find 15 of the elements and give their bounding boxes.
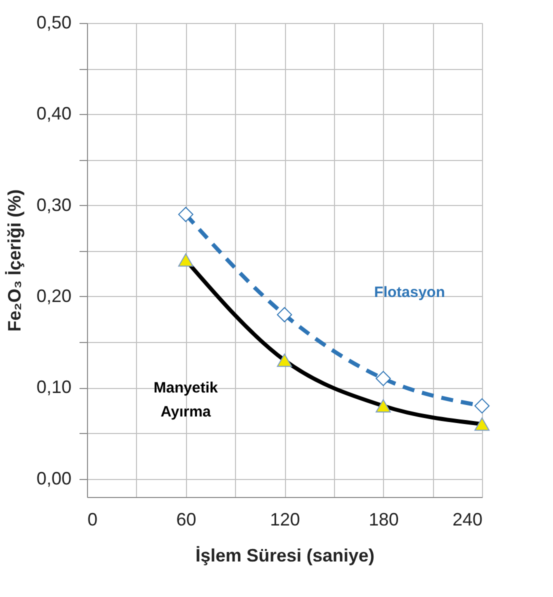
x-tick-label: 60 bbox=[176, 510, 196, 530]
x-tick-label: 240 bbox=[452, 510, 482, 530]
x-tick-label: 120 bbox=[270, 510, 300, 530]
x-axis-title: İşlem Süresi (saniye) bbox=[195, 546, 375, 566]
x-tick-label: 0 bbox=[88, 510, 98, 530]
text: Manyetik Ayırma bbox=[154, 380, 218, 421]
y-tick-label: 0,20 bbox=[36, 286, 72, 306]
y-axis-title: Fe₂O₃ İçeriği (%) bbox=[4, 189, 24, 332]
y-tick-label: 0,10 bbox=[36, 377, 72, 398]
y-tick-label: 0,50 bbox=[36, 12, 72, 32]
y-tick-label: 0,40 bbox=[36, 104, 72, 124]
y-tick-label: 0,30 bbox=[36, 194, 72, 215]
x-tick-label: 180 bbox=[368, 510, 399, 530]
y-tick-label: 0,00 bbox=[36, 468, 72, 488]
text: Flotasyon bbox=[374, 284, 446, 301]
